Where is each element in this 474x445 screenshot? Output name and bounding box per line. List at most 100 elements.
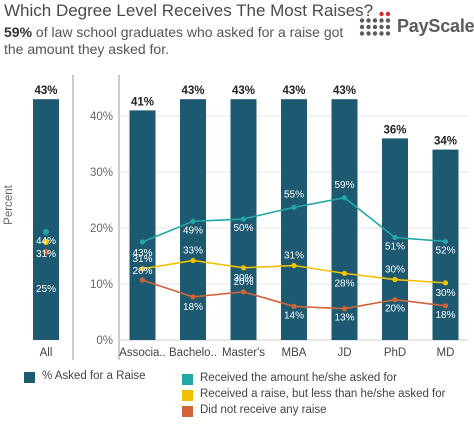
series-label: 18% bbox=[183, 302, 203, 313]
logo-dot bbox=[366, 31, 371, 36]
all-point-marker bbox=[43, 229, 49, 235]
all-point-marker bbox=[43, 239, 49, 245]
series-label: 51% bbox=[385, 242, 405, 253]
series-label: 55% bbox=[284, 189, 304, 200]
all-point-marker bbox=[43, 249, 49, 255]
y-tick-label: 40% bbox=[90, 111, 113, 123]
x-tick-label: JD bbox=[337, 347, 351, 359]
series-point bbox=[291, 303, 297, 309]
logo-dot bbox=[385, 31, 391, 36]
logo-dot bbox=[385, 24, 391, 30]
x-tick-label: MBA bbox=[282, 347, 307, 359]
logo-dot bbox=[385, 18, 391, 23]
series-point bbox=[190, 294, 196, 300]
bar-label: 43% bbox=[232, 85, 255, 97]
bar-label: 43% bbox=[282, 85, 305, 97]
series-label: 30% bbox=[435, 288, 455, 299]
bar bbox=[129, 110, 156, 341]
y-axis-title: Percent bbox=[3, 184, 15, 224]
legend-label-asked: % Asked for a Raise bbox=[42, 370, 146, 382]
chart-title: Which Degree Level Receives The Most Rai… bbox=[4, 1, 374, 20]
series-point bbox=[392, 297, 398, 303]
bar bbox=[331, 99, 358, 340]
series-point bbox=[392, 276, 398, 283]
x-tick-label: Associa.. bbox=[119, 347, 166, 359]
series-point bbox=[442, 280, 449, 286]
series-label: 43% bbox=[132, 248, 152, 259]
logo-dot bbox=[379, 18, 384, 23]
series-point bbox=[291, 262, 297, 269]
series-label: 31% bbox=[284, 251, 304, 262]
series-label: 59% bbox=[334, 180, 354, 191]
x-tick-label: MD bbox=[437, 347, 455, 359]
bar-all bbox=[33, 99, 59, 340]
series-label: 20% bbox=[233, 277, 253, 288]
series-point bbox=[291, 204, 297, 210]
bar-label: 36% bbox=[383, 124, 406, 136]
series-point bbox=[190, 257, 196, 264]
series-label: 20% bbox=[385, 304, 405, 315]
logo-dot bbox=[379, 11, 384, 17]
bar-label-all: 43% bbox=[34, 85, 57, 97]
logo-dot bbox=[372, 31, 378, 36]
logo-dot bbox=[385, 11, 391, 17]
all-point-label: 44% bbox=[36, 236, 56, 247]
chart-subtitle: 59% of law school graduates who asked fo… bbox=[4, 24, 344, 58]
series-label: 26% bbox=[132, 266, 152, 277]
subtitle-highlight: 59% bbox=[4, 24, 33, 40]
x-tick-label: Master's bbox=[222, 347, 265, 359]
series-point bbox=[190, 218, 196, 224]
logo-dot bbox=[366, 18, 371, 23]
all-point-label: 31% bbox=[36, 249, 56, 260]
series-point bbox=[240, 265, 247, 271]
series-point bbox=[341, 195, 348, 201]
legend-swatch-received-less bbox=[182, 390, 193, 401]
y-tick-label: 20% bbox=[90, 223, 113, 235]
logo-dot bbox=[359, 24, 365, 30]
series-point bbox=[442, 238, 449, 245]
series-label: 28% bbox=[334, 278, 354, 289]
series-point bbox=[341, 306, 348, 312]
logo-dot bbox=[379, 24, 384, 30]
series-label: 13% bbox=[334, 313, 354, 324]
series-label: 50% bbox=[233, 223, 253, 234]
y-tick-label: 10% bbox=[90, 279, 113, 291]
bar-label: 34% bbox=[434, 136, 457, 148]
bar-label: 41% bbox=[131, 96, 154, 108]
payscale-logo-icon bbox=[359, 11, 391, 36]
logo-dot bbox=[379, 31, 384, 36]
y-tick-label: 30% bbox=[90, 167, 113, 179]
bar-label: 43% bbox=[333, 85, 356, 97]
legend-label-received-full: Received the amount he/she asked for bbox=[200, 372, 397, 384]
series-label: 18% bbox=[435, 310, 455, 321]
series-point bbox=[139, 277, 146, 283]
bar bbox=[281, 99, 307, 340]
x-tick-label: PhD bbox=[384, 347, 406, 359]
legend-swatch-no-raise bbox=[182, 406, 193, 417]
series-label: 33% bbox=[183, 245, 203, 256]
all-point-label: 25% bbox=[36, 284, 56, 295]
series-point bbox=[442, 303, 449, 309]
series-label: 49% bbox=[183, 225, 203, 236]
legend-swatch-asked bbox=[24, 372, 35, 383]
payscale-logo-text: PayScale bbox=[397, 16, 474, 36]
y-tick-label: 0% bbox=[96, 335, 113, 347]
series-point bbox=[341, 270, 348, 276]
series-label: 14% bbox=[284, 310, 304, 321]
logo-dot bbox=[372, 24, 378, 30]
series-label: 30% bbox=[385, 265, 405, 276]
logo-dot bbox=[372, 18, 378, 23]
x-tick-label-all: All bbox=[40, 347, 53, 359]
x-tick-label: Bachelo.. bbox=[169, 347, 217, 359]
series-point bbox=[139, 239, 146, 245]
logo-dot bbox=[366, 24, 371, 30]
series-label: 30% bbox=[233, 273, 253, 284]
series-label: 31% bbox=[132, 254, 152, 265]
legend-swatch-received-full bbox=[182, 374, 193, 385]
series-point bbox=[240, 216, 247, 222]
series-point bbox=[139, 266, 146, 272]
series-label: 52% bbox=[435, 245, 455, 256]
logo-dot bbox=[359, 18, 365, 23]
legend-label-no-raise: Did not receive any raise bbox=[200, 404, 327, 416]
